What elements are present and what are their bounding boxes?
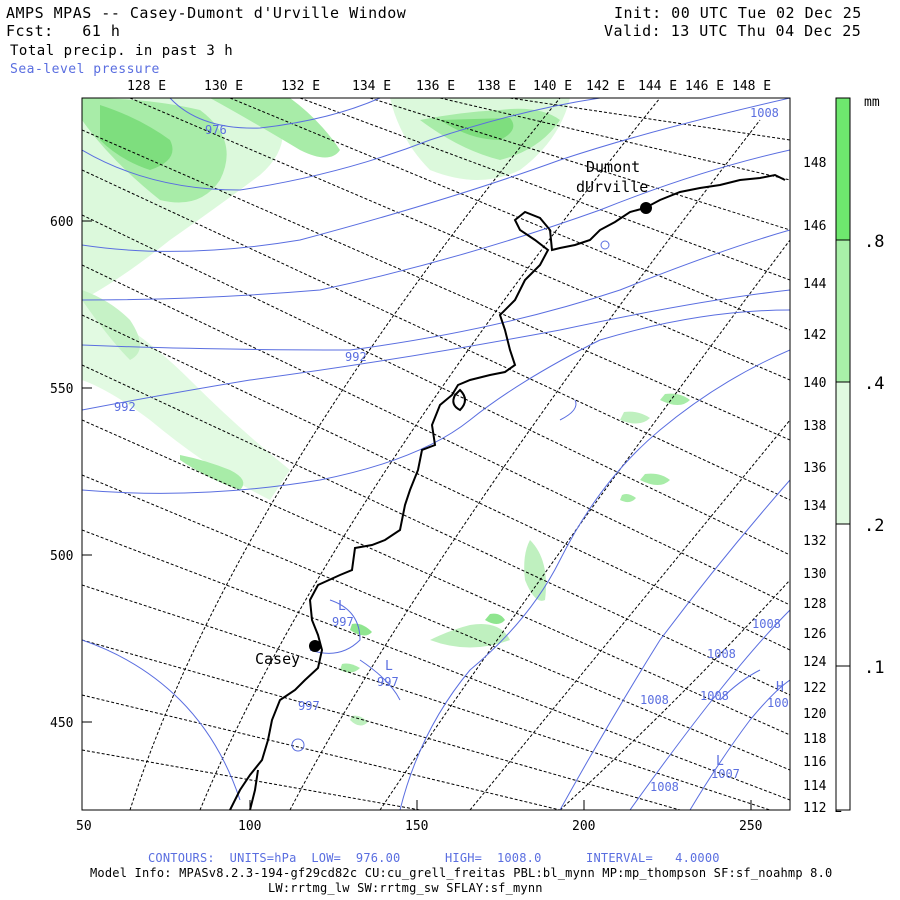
colorbar-label: .2 xyxy=(864,516,884,536)
low-marker: L xyxy=(716,754,724,769)
forecast-hour: Fcst: 61 h xyxy=(6,22,121,40)
slp-label: 1008 xyxy=(752,617,781,631)
x-label: 100 xyxy=(238,819,261,834)
low-marker: L xyxy=(338,599,346,614)
lon-label: 112 E xyxy=(803,801,842,816)
x-label: 250 xyxy=(739,819,762,834)
y-label: 600 xyxy=(50,215,73,230)
lon-label: 126 E xyxy=(803,627,842,642)
lon-label: 140 E xyxy=(533,79,572,94)
colorbar-label: .4 xyxy=(864,374,884,394)
y-label: 500 xyxy=(50,549,73,564)
coastline xyxy=(229,173,786,810)
colorbar-unit: mm xyxy=(864,95,880,110)
precip-shading xyxy=(82,98,690,726)
dumont-label-line1: Dumont xyxy=(586,158,640,176)
valid-time: Valid: 13 UTC Thu 04 Dec 25 xyxy=(604,22,862,40)
lon-label: 114 E xyxy=(803,779,842,794)
slp-label: 997 xyxy=(298,699,320,713)
lon-label: 136 E xyxy=(803,461,842,476)
colorbar-label: .8 xyxy=(864,232,884,252)
lon-label: 128 E xyxy=(127,79,166,94)
lon-label: 128 E xyxy=(803,597,842,612)
slp-label: 1007 xyxy=(711,767,740,781)
colorbar-bottom xyxy=(835,665,851,811)
slp-label: 1008 xyxy=(650,780,679,794)
casey-label: Casey xyxy=(255,650,300,668)
lon-label: 144 E xyxy=(803,277,842,292)
slp-label: 992 xyxy=(345,350,367,364)
lon-label: 148 E xyxy=(732,79,771,94)
lat-lon-grid xyxy=(82,98,790,810)
lon-labels-right: 148 E 146 E 144 E 142 E 140 E 138 E 136 … xyxy=(803,156,842,816)
slp-label: 997 xyxy=(377,675,399,689)
dumont-label-line2: dUrville xyxy=(576,178,648,196)
slp-label: 1008 xyxy=(640,693,669,707)
init-time: Init: 00 UTC Tue 02 Dec 25 xyxy=(614,4,862,22)
low-marker: L xyxy=(385,659,393,674)
lon-label: 146 E xyxy=(803,219,842,234)
model-info-2: LW:rrtmg_lw SW:rrtmg_sw SFLAY:sf_mynn xyxy=(268,881,543,895)
contour-info: CONTOURS: UNITS=hPa LOW= 976.00 HIGH= 10… xyxy=(148,851,720,865)
colorbar-level-04 xyxy=(835,239,851,383)
lon-label: 148 E xyxy=(803,156,842,171)
y-axis-labels: 600 550 500 450 xyxy=(50,215,73,731)
lon-label: 142 E xyxy=(586,79,625,94)
lon-label: 120 E xyxy=(803,707,842,722)
slp-label: 1008 xyxy=(700,689,729,703)
slp-label: 1008 xyxy=(750,106,779,120)
lon-labels-top: 128 E 130 E 132 E 134 E 136 E 138 E 140 … xyxy=(127,79,771,94)
slp-label: 100 xyxy=(767,696,789,710)
casey-station-marker xyxy=(309,640,321,652)
lon-label: 146 E xyxy=(685,79,724,94)
lon-label: 122 E xyxy=(803,681,842,696)
lon-label: 142 E xyxy=(803,328,842,343)
y-axis-ticks xyxy=(81,220,752,810)
colorbar-level-01 xyxy=(835,523,851,667)
lon-label: 138 E xyxy=(477,79,516,94)
colorbar: mm .8 .4 .2 .1 xyxy=(835,95,884,811)
x-axis-labels: 50 100 150 200 250 xyxy=(76,819,762,834)
lon-label: 138 E xyxy=(803,419,842,434)
overlay-name: Sea-level pressure xyxy=(10,62,160,77)
slp-label: 992 xyxy=(114,400,136,414)
lon-label: 132 E xyxy=(281,79,320,94)
dumont-durville-station-marker xyxy=(640,202,652,214)
lon-label: 132 E xyxy=(803,534,842,549)
model-info: Model Info: MPASv8.2.3-194-gf29cd82c CU:… xyxy=(90,866,833,880)
lon-label: 116 E xyxy=(803,755,842,770)
lon-label: 118 E xyxy=(803,732,842,747)
x-label: 50 xyxy=(76,819,92,834)
lon-label: 124 E xyxy=(803,655,842,670)
pressure-labels: 976 992 992 997 997 997 1008 1008 1008 1… xyxy=(114,106,789,794)
y-label: 550 xyxy=(50,382,73,397)
slp-label: 997 xyxy=(332,615,354,629)
lon-label: 130 E xyxy=(803,567,842,582)
lon-label: 144 E xyxy=(638,79,677,94)
slp-contours xyxy=(82,98,790,810)
slp-label: 1008 xyxy=(707,647,736,661)
y-label: 450 xyxy=(50,716,73,731)
x-label: 150 xyxy=(405,819,428,834)
field-name: Total precip. in past 3 h xyxy=(10,43,234,59)
colorbar-level-08 xyxy=(835,97,851,241)
map-frame xyxy=(81,97,791,811)
high-marker: H xyxy=(776,680,784,695)
lon-label: 136 E xyxy=(416,79,455,94)
x-label: 200 xyxy=(572,819,595,834)
lon-label: 140 E xyxy=(803,376,842,391)
colorbar-label: .1 xyxy=(864,658,884,678)
lon-label: 130 E xyxy=(204,79,243,94)
map-title: AMPS MPAS -- Casey-Dumont d'Urville Wind… xyxy=(6,4,407,22)
lon-label: 134 E xyxy=(803,499,842,514)
slp-label: 976 xyxy=(205,123,227,137)
colorbar-level-02 xyxy=(835,381,851,525)
lon-label: 134 E xyxy=(352,79,391,94)
